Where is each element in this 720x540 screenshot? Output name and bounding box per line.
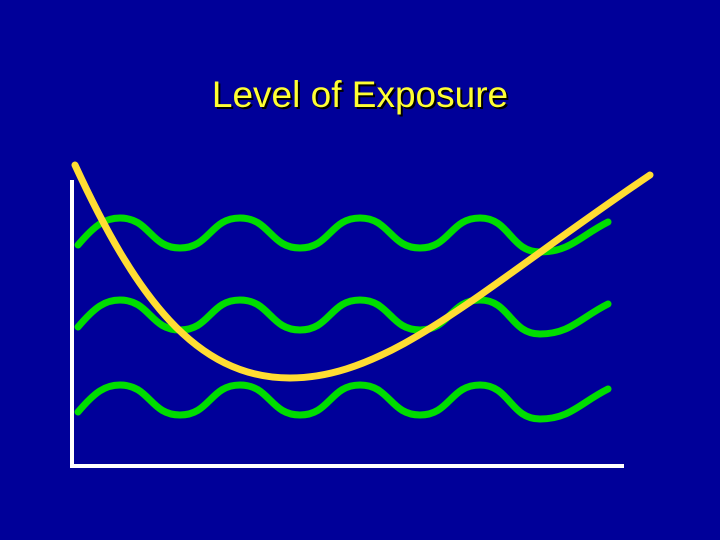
waves <box>74 214 612 423</box>
title-shadow: Level of Exposure <box>214 76 510 117</box>
axes <box>70 180 624 468</box>
wave-top <box>74 214 612 256</box>
wave-bottom <box>74 381 612 423</box>
title: Level of Exposure <box>212 74 508 115</box>
wave-middle <box>74 296 612 338</box>
exposure-curve <box>71 161 654 382</box>
